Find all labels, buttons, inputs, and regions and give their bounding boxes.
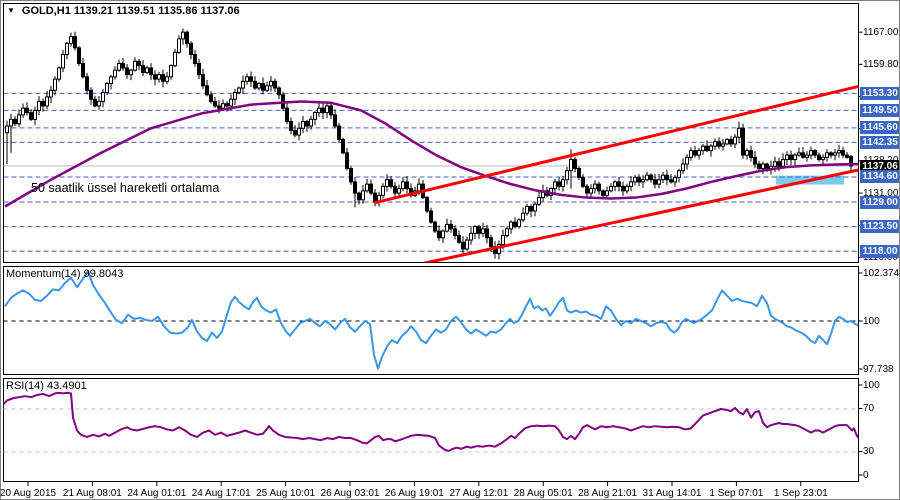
momentum-plot [3, 269, 859, 370]
trendline-upper [373, 84, 859, 205]
time-axis-label: 28 Aug 05:01 [513, 488, 573, 499]
momentum-line [4, 269, 859, 370]
symbol-ohlc-title: GOLD,H1 1139.21 1139.51 1135.86 1137.06 [21, 5, 240, 17]
time-axis-label: 25 Aug 10:01 [256, 488, 316, 499]
rsi-axis-label: 100 [863, 379, 880, 391]
time-axis-label: 26 Aug 03:01 [320, 488, 380, 499]
time-axis-label: 1 Sep 07:01 [709, 488, 764, 499]
price-level-badge: 1153.30 [860, 86, 899, 100]
momentum-axis-label: 97.738 [863, 363, 894, 375]
price-level-badge: 1118.00 [860, 244, 899, 258]
price-axis-label: 1159.80 [863, 58, 899, 70]
time-axis-label: 20 Aug 2015 [0, 488, 57, 499]
momentum-label: Momentum(14) 99.8043 [6, 268, 124, 280]
price-level-badge: 1129.00 [860, 195, 899, 209]
price-axis-label: 1167.00 [863, 26, 899, 38]
time-axis-label: 21 Aug 08:01 [62, 488, 122, 499]
time-axis-label: 24 Aug 17:01 [191, 488, 251, 499]
rsi-axis-label: 70 [863, 403, 875, 414]
chart-title: ▼ GOLD,H1 1139.21 1139.51 1135.86 1137.06 [7, 5, 240, 17]
momentum-axis-label: 102.3743 [863, 267, 900, 279]
candles [5, 28, 853, 260]
time-axis-label: 28 Aug 21:01 [578, 488, 638, 499]
trendline-lower [423, 168, 859, 263]
time-axis-label: 26 Aug 19:01 [384, 488, 444, 499]
current-price-badge: 1137.06 [860, 159, 899, 173]
rsi-axis-label: 0 [863, 469, 869, 481]
time-axis-label: 24 Aug 01:01 [127, 488, 187, 499]
rsi-axis-label: 30 [863, 446, 875, 457]
ma-annotation: 50 saatlik üssel hareketli ortalama [31, 181, 220, 195]
price-level-badge: 1145.60 [860, 121, 899, 135]
price-level-badge: 1134.60 [860, 170, 899, 184]
time-axis-label: 31 Aug 14:01 [642, 488, 702, 499]
price-axis-label: 1131.00 [863, 187, 899, 199]
rsi-plot [3, 391, 859, 453]
symbol-dropdown-icon[interactable]: ▼ [7, 6, 15, 15]
price-level-badge: 1123.50 [860, 220, 899, 234]
momentum-axis-label: 100 [863, 315, 880, 327]
time-axis-label: 27 Aug 12:01 [449, 488, 509, 499]
price-level-badge: 1149.50 [860, 103, 899, 117]
price-level-badge: 1142.35 [860, 135, 899, 149]
rsi-line [3, 391, 859, 452]
rsi-label: RSI(14) 43.4901 [6, 380, 87, 392]
ema-50-line [4, 100, 859, 208]
price-plot [3, 28, 859, 263]
time-axis-label: 1 Sep 23:01 [773, 488, 828, 499]
rsi-panel [3, 378, 859, 482]
